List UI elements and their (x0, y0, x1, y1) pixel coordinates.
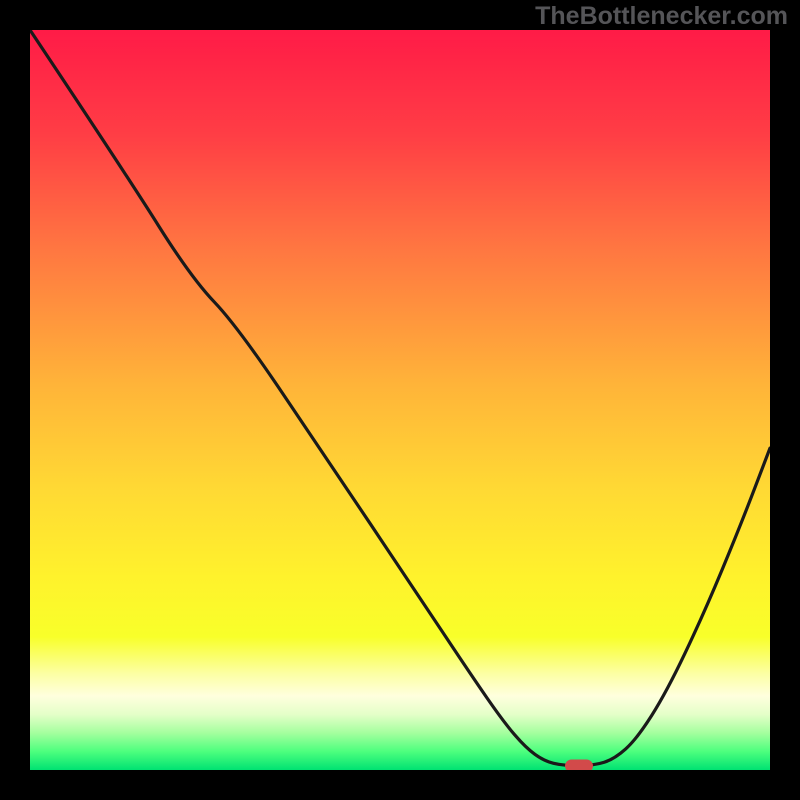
watermark-text: TheBottlenecker.com (535, 2, 788, 31)
bottleneck-chart (30, 30, 770, 770)
optimum-marker (565, 759, 593, 770)
gradient-background (30, 30, 770, 770)
